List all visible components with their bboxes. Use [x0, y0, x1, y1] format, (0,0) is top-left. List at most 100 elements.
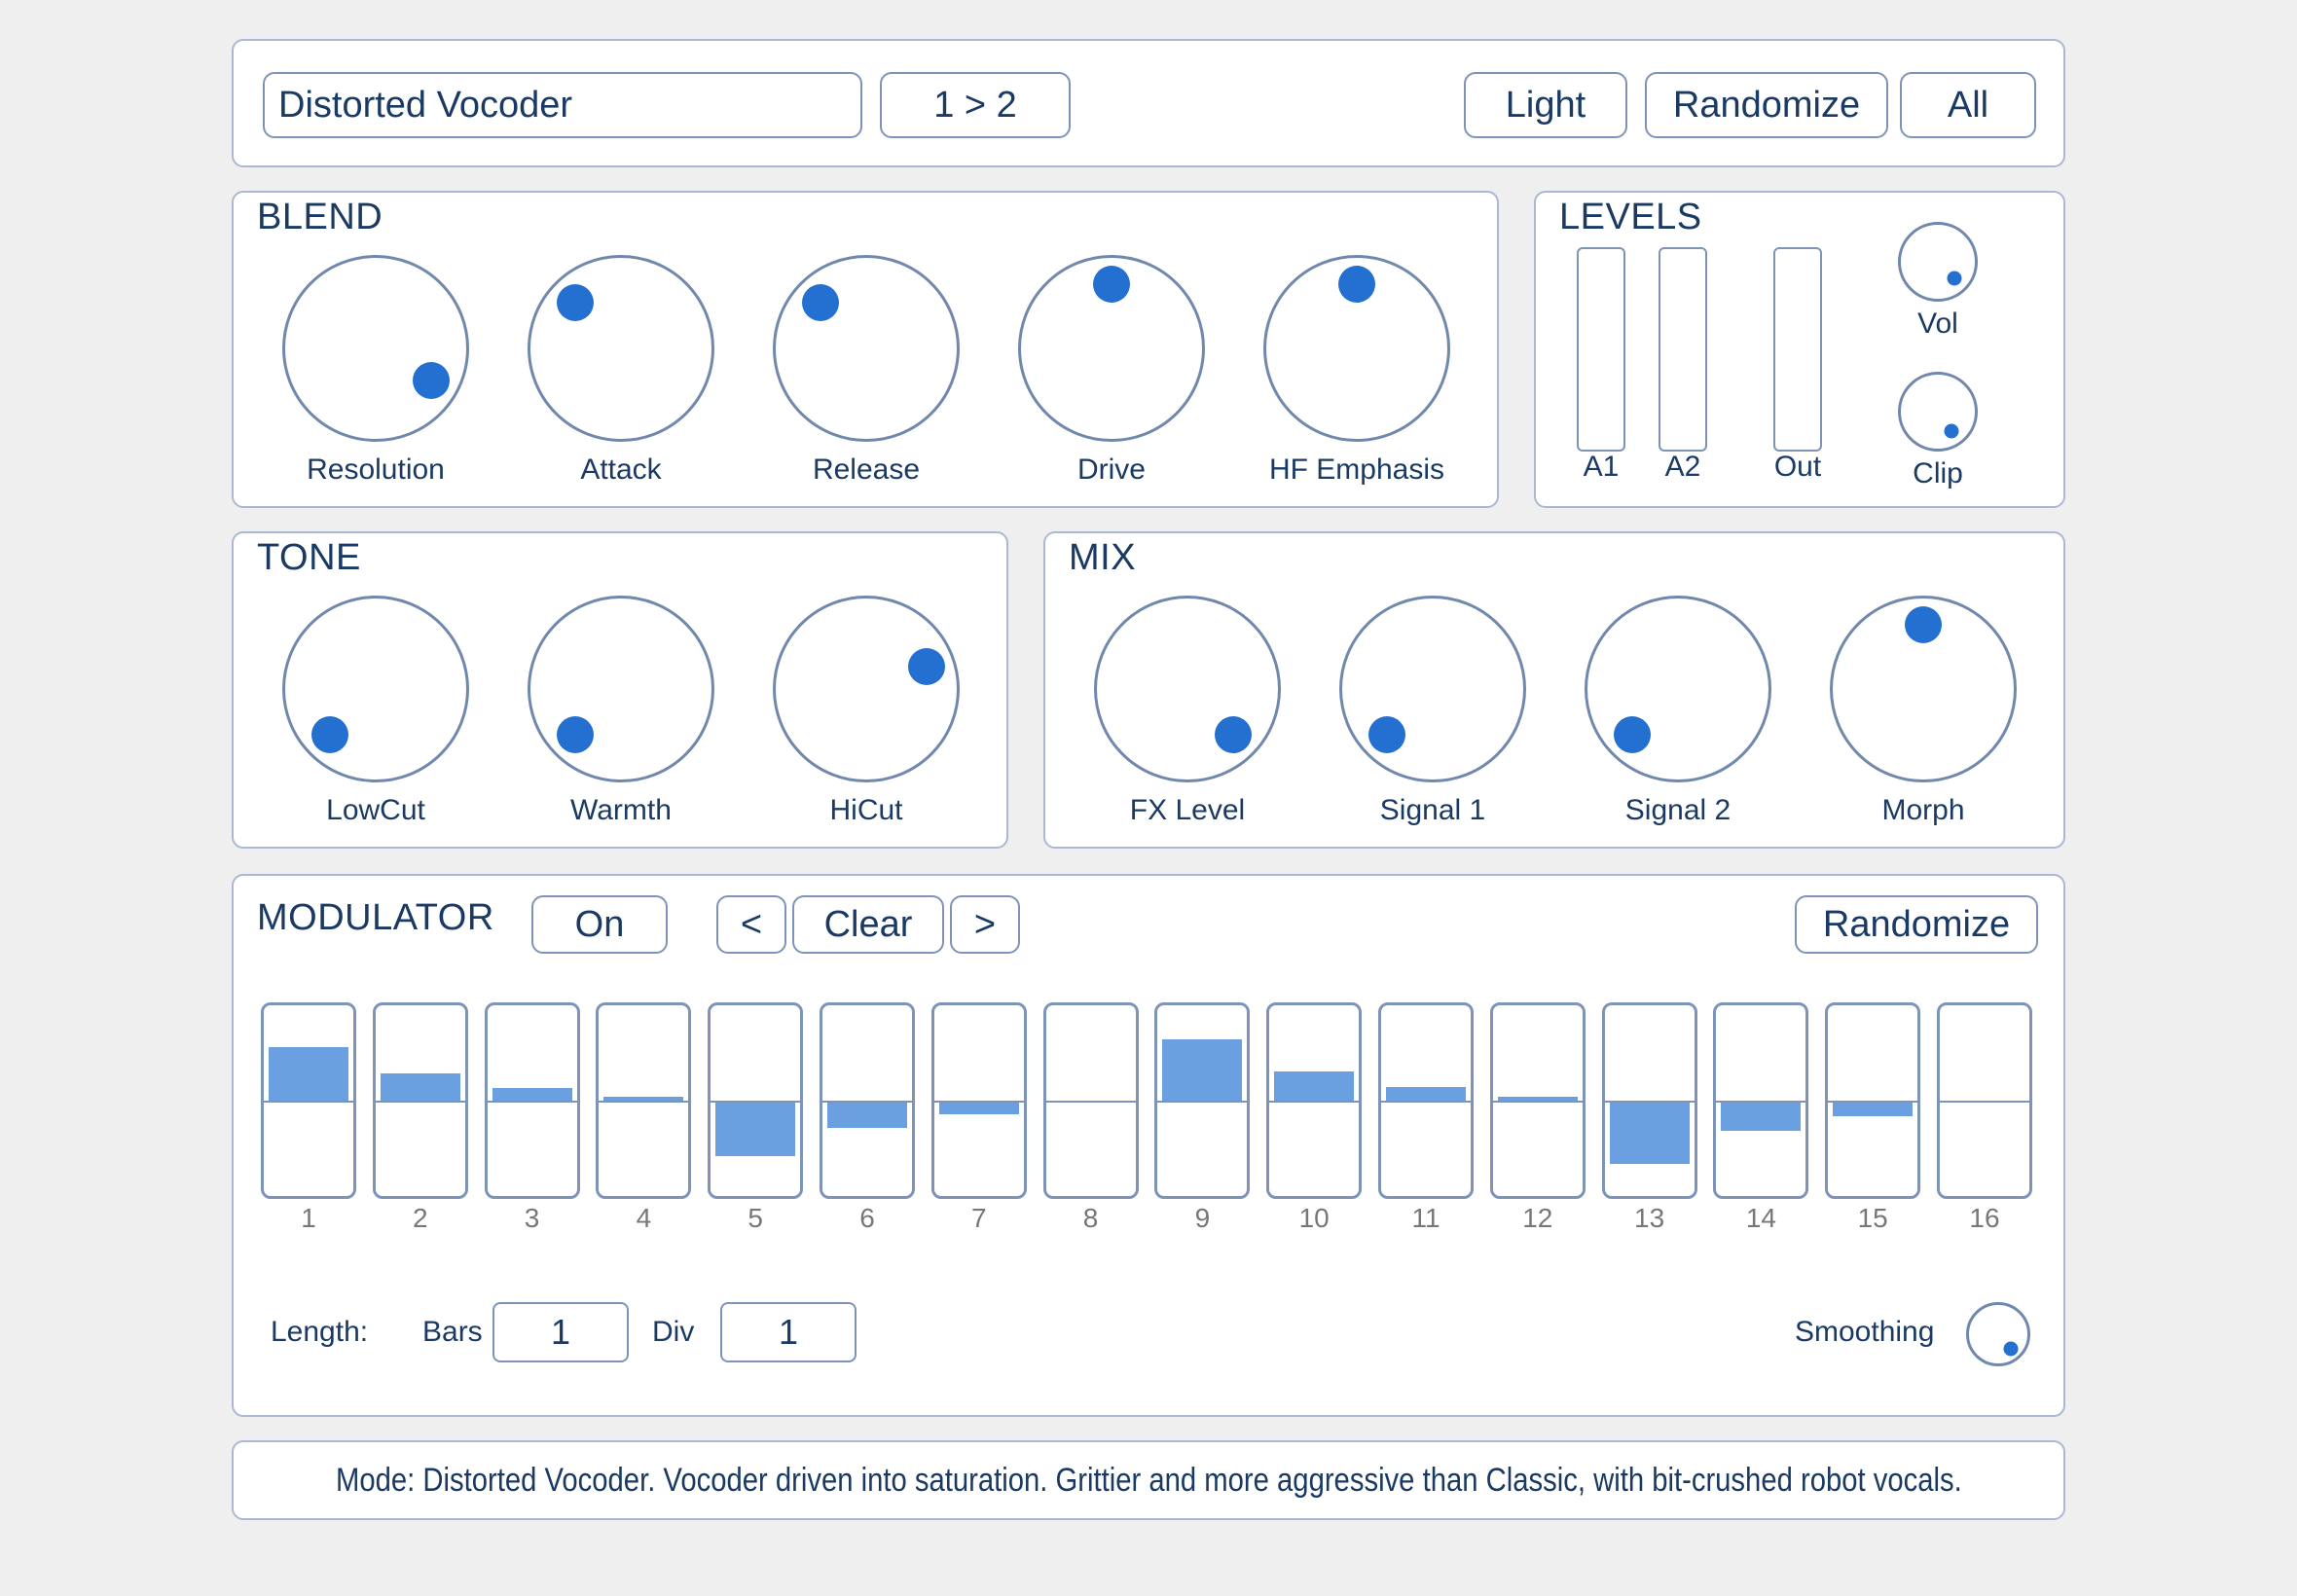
step-bar	[938, 1103, 1019, 1114]
meter-a1	[1577, 247, 1625, 452]
drive-label: Drive	[1076, 453, 1146, 486]
step-number: 8	[1082, 1203, 1099, 1233]
hf-emphasis-knob[interactable]	[1263, 255, 1450, 442]
step-center-line	[1157, 1101, 1248, 1103]
signal-1-knob-indicator	[1368, 715, 1406, 753]
lowcut-knob-indicator	[311, 715, 349, 753]
fx-level-knob[interactable]	[1094, 596, 1281, 782]
mode-description: Mode: Distorted Vocoder. Vocoder driven …	[335, 1461, 1962, 1499]
smoothing-knob[interactable]	[1966, 1302, 2030, 1366]
release-label: Release	[812, 453, 921, 486]
signal-2-knob[interactable]	[1585, 596, 1771, 782]
attack-knob-group: Attack	[528, 255, 714, 486]
step-8[interactable]	[1042, 1002, 1139, 1199]
clip-knob-indicator	[1944, 423, 1959, 439]
step-number: 13	[1634, 1203, 1665, 1233]
lowcut-knob[interactable]	[282, 596, 469, 782]
signal-1-knob-group: Signal 1	[1339, 596, 1526, 826]
modulator-randomize-button[interactable]: Randomize	[1795, 895, 2038, 954]
step-number: 2	[413, 1203, 428, 1233]
description-panel: Mode: Distorted Vocoder. Vocoder driven …	[232, 1440, 2065, 1520]
step-bar	[1721, 1103, 1802, 1132]
preset-name-field[interactable]: Distorted Vocoder	[263, 72, 862, 138]
release-knob-indicator	[802, 284, 840, 322]
step-number: 15	[1857, 1203, 1888, 1233]
step-center-line	[822, 1101, 912, 1103]
step-9[interactable]	[1154, 1002, 1251, 1199]
step-bar	[827, 1103, 907, 1128]
step-bar	[269, 1046, 348, 1101]
step-bar	[380, 1073, 460, 1101]
signal-2-knob-indicator	[1614, 715, 1652, 753]
step-5[interactable]	[708, 1002, 804, 1199]
step-bar	[492, 1088, 572, 1101]
step-2[interactable]	[372, 1002, 468, 1199]
vol-knob[interactable]	[1898, 222, 1978, 302]
step-3[interactable]	[484, 1002, 580, 1199]
hf-emphasis-knob-indicator	[1338, 266, 1375, 303]
warmth-knob[interactable]	[528, 596, 714, 782]
step-11[interactable]	[1378, 1002, 1474, 1199]
signal-1-knob[interactable]	[1339, 596, 1526, 782]
step-center-line	[1604, 1101, 1695, 1103]
step-number: 3	[524, 1203, 540, 1233]
clear-button[interactable]: Clear	[792, 895, 944, 954]
hf-emphasis-knob-group: HF Emphasis	[1263, 255, 1450, 486]
step-13[interactable]	[1601, 1002, 1697, 1199]
resolution-knob[interactable]	[282, 255, 469, 442]
hicut-label: HiCut	[829, 794, 903, 826]
step-16[interactable]	[1937, 1002, 2032, 1199]
modulator-title: MODULATOR	[257, 897, 494, 938]
morph-knob[interactable]	[1830, 596, 2017, 782]
hicut-knob[interactable]	[773, 596, 960, 782]
step-center-line	[1492, 1101, 1583, 1103]
step-bar	[1609, 1103, 1690, 1164]
mix-panel: MIX FX Level Signal 1 Signal 2 Morph	[1043, 531, 2065, 849]
all-button[interactable]: All	[1900, 72, 2036, 138]
step-bar	[1162, 1039, 1243, 1101]
next-pattern-button[interactable]: >	[950, 895, 1020, 954]
routing-button[interactable]: 1 > 2	[880, 72, 1071, 138]
vol-label: Vol	[1917, 308, 1958, 340]
step-center-line	[1045, 1101, 1136, 1103]
step-center-line	[1381, 1101, 1471, 1103]
step-7[interactable]	[930, 1002, 1027, 1199]
release-knob[interactable]	[773, 255, 960, 442]
step-14[interactable]	[1713, 1002, 1809, 1199]
attack-knob[interactable]	[528, 255, 714, 442]
randomize-all-button[interactable]: Randomize	[1645, 72, 1888, 138]
step-center-line	[375, 1101, 465, 1103]
step-center-line	[264, 1101, 353, 1103]
meter-a1-label: A1	[1583, 451, 1620, 483]
step-number: 1	[301, 1203, 316, 1233]
drive-knob[interactable]	[1018, 255, 1205, 442]
meter-out	[1773, 247, 1822, 452]
step-15[interactable]	[1825, 1002, 1921, 1199]
div-label: Div	[652, 1316, 695, 1348]
prev-pattern-button[interactable]: <	[716, 895, 786, 954]
step-center-line	[1828, 1101, 1918, 1103]
bars-input[interactable]: 1	[492, 1302, 629, 1362]
clip-knob[interactable]	[1898, 372, 1978, 452]
step-bar	[715, 1103, 796, 1157]
step-10[interactable]	[1266, 1002, 1363, 1199]
step-center-line	[933, 1101, 1024, 1103]
smoothing-label: Smoothing	[1795, 1316, 1935, 1348]
step-number: 12	[1522, 1203, 1553, 1233]
smooth-knob-indicator	[2003, 1341, 2019, 1357]
step-12[interactable]	[1489, 1002, 1586, 1199]
step-6[interactable]	[820, 1002, 915, 1199]
modulator-on-button[interactable]: On	[531, 895, 668, 954]
theme-button[interactable]: Light	[1464, 72, 1627, 138]
step-1[interactable]	[261, 1002, 356, 1199]
lowcut-knob-group: LowCut	[282, 596, 469, 826]
fx-level-knob-group: FX Level	[1094, 596, 1281, 826]
meter-a2-label: A2	[1664, 451, 1701, 483]
step-number: 11	[1411, 1203, 1440, 1233]
release-knob-group: Release	[773, 255, 960, 486]
div-input[interactable]: 1	[720, 1302, 857, 1362]
hf-emphasis-label: HF Emphasis	[1268, 453, 1445, 486]
tone-panel: TONE LowCut Warmth HiCut	[232, 531, 1008, 849]
step-bar	[1274, 1070, 1355, 1101]
step-4[interactable]	[596, 1002, 692, 1199]
